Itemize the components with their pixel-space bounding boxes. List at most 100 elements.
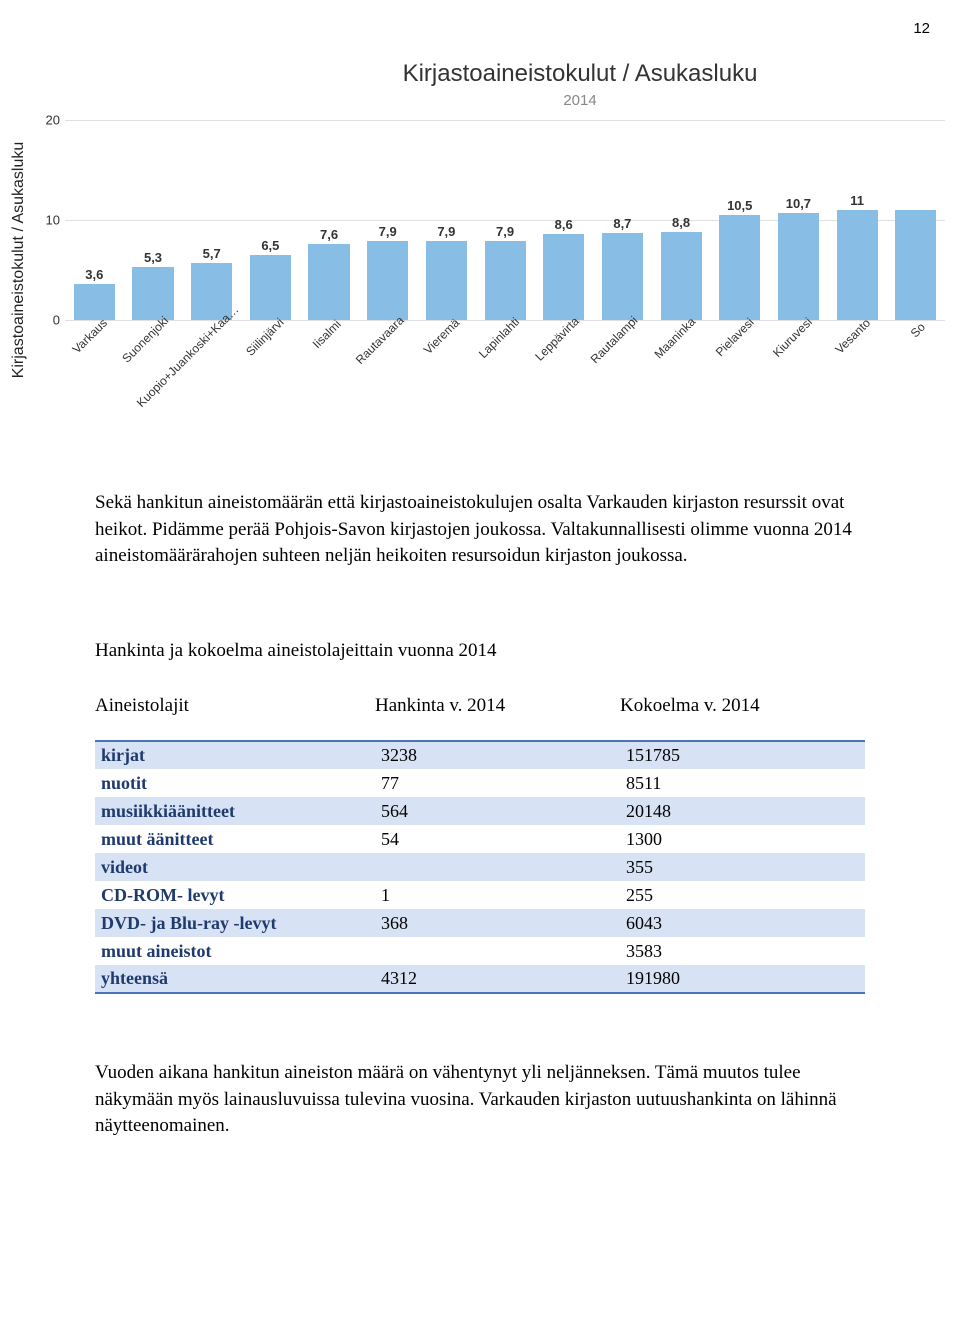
- table-cell-hankinta: [375, 853, 620, 881]
- bar-chart: Kirjastoaineistokulut / Asukasluku 2014 …: [0, 60, 960, 440]
- chart-x-labels: VarkausSuonenjokiKuopio+Juankoski+Kaa…Si…: [65, 322, 945, 412]
- table-cell-hankinta: 54: [375, 825, 620, 853]
- chart-bar-rect: [132, 267, 173, 320]
- chart-bar-rect: [602, 233, 643, 320]
- chart-bar-value: 8,6: [555, 217, 573, 232]
- chart-x-label: Iisalmi: [310, 317, 344, 351]
- table-cell-kokoelma: 6043: [620, 909, 865, 937]
- chart-bar-rect: [367, 241, 408, 320]
- chart-bar: 3,6: [65, 120, 124, 320]
- chart-bar-value: 7,6: [320, 227, 338, 242]
- chart-bar-value: 7,9: [496, 224, 514, 239]
- chart-bar-rect: [74, 284, 115, 320]
- table-row: yhteensä4312191980: [95, 965, 865, 993]
- chart-bar: 11: [828, 120, 887, 320]
- chart-bar: 8,7: [593, 120, 652, 320]
- chart-bar: 5,3: [124, 120, 183, 320]
- chart-bar: 8,6: [534, 120, 593, 320]
- chart-x-label: Leppävirta: [532, 314, 582, 364]
- table-row: CD-ROM- levyt1255: [95, 881, 865, 909]
- table-cell-hankinta: 77: [375, 769, 620, 797]
- chart-x-label: Siilinjärvi: [244, 315, 287, 358]
- table-col-3: Kokoelma v. 2014: [620, 695, 865, 717]
- table-cell-hankinta: 4312: [375, 965, 620, 993]
- table-cell-label: CD-ROM- levyt: [95, 881, 375, 909]
- chart-bar: 7,6: [300, 120, 359, 320]
- chart-plot-area: 010203,65,35,76,57,67,97,97,98,68,78,810…: [65, 120, 945, 320]
- chart-bar-rect: [895, 210, 936, 320]
- chart-bar-value: 8,7: [613, 216, 631, 231]
- table-cell-label: muut aineistot: [95, 937, 375, 965]
- chart-bar: 7,9: [417, 120, 476, 320]
- chart-x-label: Rautavaara: [353, 313, 407, 367]
- table-cell-hankinta: 368: [375, 909, 620, 937]
- table-col-1: Aineistolajit: [95, 695, 375, 717]
- chart-y-tick: 10: [35, 213, 60, 228]
- chart-bar-rect: [485, 241, 526, 320]
- chart-x-label: Rautalampi: [588, 313, 641, 366]
- table-row: videot 355: [95, 853, 865, 881]
- table-cell-hankinta: 1: [375, 881, 620, 909]
- chart-x-label: So: [907, 320, 927, 340]
- chart-bar-rect: [250, 255, 291, 320]
- table-row: muut aineistot3583: [95, 937, 865, 965]
- table-heading: Hankinta ja kokoelma aineistolajeittain …: [95, 640, 497, 662]
- chart-bar-rect: [778, 213, 819, 320]
- table-row: muut äänitteet541300: [95, 825, 865, 853]
- chart-bar: 5,7: [182, 120, 241, 320]
- chart-bar-value: 3,6: [85, 267, 103, 282]
- table-cell-kokoelma: 8511: [620, 769, 865, 797]
- table-cell-hankinta: [375, 937, 620, 965]
- chart-bar: 7,9: [358, 120, 417, 320]
- data-table: kirjat3238151785nuotit778511musiikkiääni…: [95, 740, 865, 994]
- table-cell-kokoelma: 355: [620, 853, 865, 881]
- table-cell-hankinta: 3238: [375, 741, 620, 769]
- table-row: DVD- ja Blu-ray -levyt3686043: [95, 909, 865, 937]
- chart-y-tick: 20: [35, 113, 60, 128]
- chart-bar-rect: [426, 241, 467, 320]
- chart-bar: 6,5: [241, 120, 300, 320]
- chart-bar-rect: [308, 244, 349, 320]
- table-cell-label: DVD- ja Blu-ray -levyt: [95, 909, 375, 937]
- table-row: musiikkiäänitteet56420148: [95, 797, 865, 825]
- table-row: nuotit778511: [95, 769, 865, 797]
- chart-bar-value: 5,7: [203, 246, 221, 261]
- table-cell-kokoelma: 1300: [620, 825, 865, 853]
- chart-x-label: Maaninka: [652, 315, 699, 362]
- chart-x-label: Pielavesi: [713, 315, 757, 359]
- chart-bar: 7,9: [476, 120, 535, 320]
- table-cell-hankinta: 564: [375, 797, 620, 825]
- chart-bar-value: 10,5: [727, 198, 752, 213]
- chart-bar-rect: [543, 234, 584, 320]
- chart-bar-value: 10,7: [786, 196, 811, 211]
- chart-subtitle: 2014: [300, 92, 860, 109]
- chart-x-label: Varkaus: [70, 316, 110, 356]
- table-cell-kokoelma: 191980: [620, 965, 865, 993]
- table-cell-label: musiikkiäänitteet: [95, 797, 375, 825]
- chart-bar-rect: [837, 210, 878, 320]
- table-cell-kokoelma: 20148: [620, 797, 865, 825]
- chart-bar: 10,7: [769, 120, 828, 320]
- table-column-headers: Aineistolajit Hankinta v. 2014 Kokoelma …: [95, 695, 865, 717]
- table-cell-label: muut äänitteet: [95, 825, 375, 853]
- chart-title: Kirjastoaineistokulut / Asukasluku: [300, 60, 860, 88]
- table-row: kirjat3238151785: [95, 741, 865, 769]
- chart-x-label: Suonenjoki: [119, 314, 171, 366]
- table-cell-kokoelma: 151785: [620, 741, 865, 769]
- table-cell-label: kirjat: [95, 741, 375, 769]
- chart-x-label: Vieremä: [421, 316, 462, 357]
- paragraph-1: Sekä hankitun aineistomäärän että kirjas…: [95, 490, 865, 570]
- chart-x-label: Kiuruvesi: [770, 315, 815, 360]
- chart-bar-value: 6,5: [261, 238, 279, 253]
- paragraph-2: Vuoden aikana hankitun aineiston määrä o…: [95, 1060, 865, 1140]
- table-cell-label: nuotit: [95, 769, 375, 797]
- chart-bar-value: 5,3: [144, 250, 162, 265]
- chart-x-label: Lapinlahti: [476, 315, 522, 361]
- chart-bar: 8,8: [652, 120, 711, 320]
- chart-bar-rect: [719, 215, 760, 320]
- table-cell-kokoelma: 255: [620, 881, 865, 909]
- table-cell-label: videot: [95, 853, 375, 881]
- chart-y-tick: 0: [35, 313, 60, 328]
- chart-bar-value: 7,9: [379, 224, 397, 239]
- page-number: 12: [913, 20, 930, 37]
